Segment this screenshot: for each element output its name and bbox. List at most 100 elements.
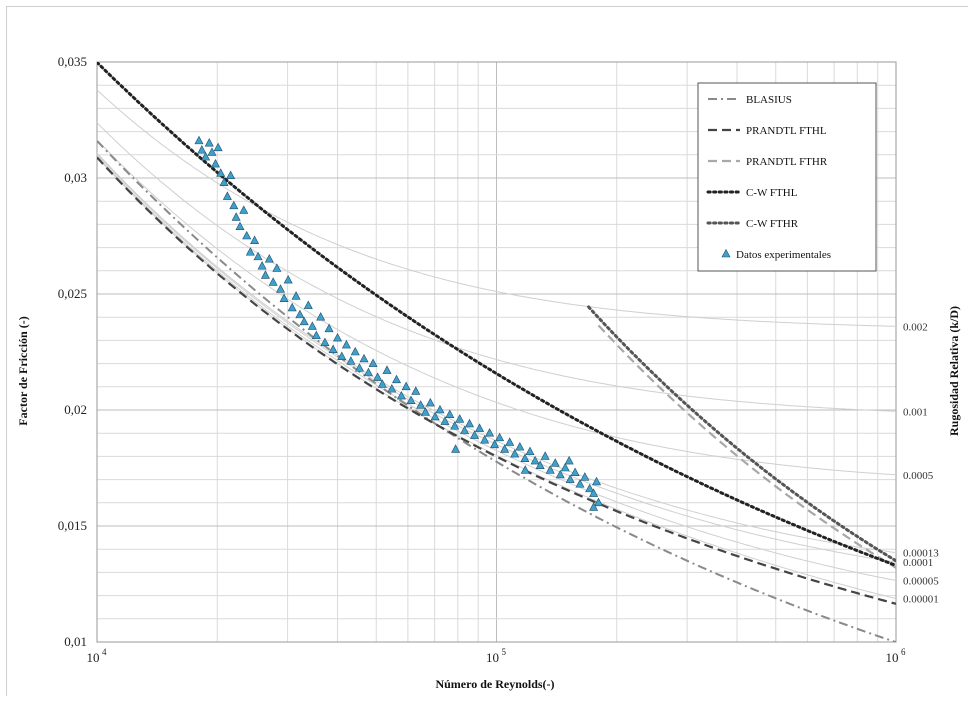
data-point — [222, 191, 232, 200]
data-point — [197, 145, 207, 154]
data-point — [580, 472, 590, 481]
data-point — [440, 416, 450, 425]
data-point — [520, 465, 530, 474]
legend-label-blasius: BLASIUS — [746, 94, 792, 106]
data-point — [276, 284, 286, 293]
data-point — [316, 312, 326, 321]
data-point — [451, 444, 461, 453]
data-point — [382, 365, 392, 374]
y-tick-label: 0,01 — [64, 634, 87, 649]
data-point — [420, 407, 430, 416]
data-point — [245, 247, 255, 256]
roughness-label: 0.0005 — [903, 470, 934, 482]
legend: BLASIUS PRANDTL FTHL PRANDTL FTHR C-W FTHL C… — [697, 82, 877, 272]
roughness-label: 0.001 — [903, 406, 928, 418]
data-point — [535, 460, 545, 469]
data-point — [373, 372, 383, 381]
data-point — [460, 425, 470, 435]
data-point — [291, 291, 301, 300]
data-point — [570, 467, 580, 476]
data-point — [593, 497, 603, 507]
data-point — [525, 446, 535, 456]
data-point — [287, 302, 297, 312]
data-point — [416, 400, 426, 409]
data-point — [229, 200, 239, 210]
data-point — [475, 423, 485, 432]
data-point — [455, 414, 465, 423]
y-tick-label: 0,035 — [58, 54, 87, 69]
data-point — [279, 293, 289, 302]
data-point — [272, 263, 282, 272]
data-point — [411, 386, 421, 395]
legend-label-c-w-fthr: C-W FTHR — [746, 218, 799, 230]
series-lines — [97, 62, 896, 642]
data-point — [392, 374, 402, 384]
data-point — [450, 421, 460, 430]
data-point — [530, 455, 540, 465]
x-tick-exponent: 4 — [102, 647, 107, 657]
legend-box — [697, 82, 877, 272]
data-point — [550, 458, 560, 467]
data-point — [363, 367, 373, 377]
data-point — [396, 390, 406, 400]
y-axis-title: Factor de Fricción (-) — [16, 316, 30, 425]
data-point — [430, 411, 440, 421]
roughness-curve — [96, 139, 897, 476]
series-line-c-w-fthr — [587, 305, 896, 563]
x-tick-label: 10 — [87, 650, 100, 665]
data-point — [242, 230, 252, 240]
y-tick-label: 0,015 — [58, 518, 87, 533]
data-point — [495, 432, 505, 442]
data-point — [257, 261, 267, 270]
data-point — [216, 168, 226, 177]
data-point — [435, 404, 445, 414]
data-point — [565, 474, 575, 483]
series-line-blasius — [97, 140, 896, 642]
data-point — [540, 451, 550, 460]
legend-label-prandtl-fthl: PRANDTL FTHL — [746, 125, 827, 137]
x-axis-title: Número de Reynolds(-) — [435, 677, 554, 691]
data-point — [465, 418, 475, 428]
data-point — [401, 381, 411, 391]
data-point — [194, 135, 204, 145]
data-point — [490, 439, 500, 449]
data-point — [303, 300, 313, 309]
series-line-prandtl-fthl — [97, 156, 896, 605]
data-point — [219, 177, 229, 186]
data-point — [346, 356, 356, 365]
data-point — [337, 351, 347, 360]
data-point — [264, 254, 274, 263]
x-tick-exponent: 6 — [901, 647, 906, 657]
data-point — [377, 379, 387, 388]
legend-marker-datos-experimentales — [721, 248, 731, 258]
data-point — [268, 277, 278, 286]
data-point — [445, 409, 455, 418]
data-point — [253, 251, 263, 261]
data-point — [207, 147, 217, 156]
data-point — [320, 337, 330, 347]
x-tick-label: 10 — [486, 650, 499, 665]
legend-label-c-w-fthl: C-W FTHL — [746, 187, 798, 199]
data-point — [564, 455, 574, 465]
data-point — [480, 435, 490, 444]
data-point — [515, 441, 525, 451]
data-point — [211, 158, 221, 168]
data-point — [260, 270, 270, 279]
data-point — [368, 358, 378, 367]
data-point — [387, 383, 397, 393]
y2-axis-title: Rugosidad Relativa (k/D) — [947, 306, 961, 436]
data-point — [560, 462, 570, 472]
data-point — [359, 353, 369, 363]
data-point — [354, 363, 364, 372]
data-point — [425, 397, 435, 407]
roughness-label: 0.00013 — [903, 548, 939, 560]
data-point — [333, 332, 343, 342]
legend-label-prandtl-fthr: PRANDTL FTHR — [746, 156, 828, 168]
data-point — [589, 488, 599, 497]
roughness-curve — [96, 89, 897, 327]
data-point — [299, 316, 309, 326]
data-point — [592, 476, 602, 486]
roughness-label: 0.00001 — [903, 594, 939, 606]
y-tick-label: 0,025 — [58, 286, 87, 301]
roughness-label: 0.0001 — [903, 557, 933, 569]
